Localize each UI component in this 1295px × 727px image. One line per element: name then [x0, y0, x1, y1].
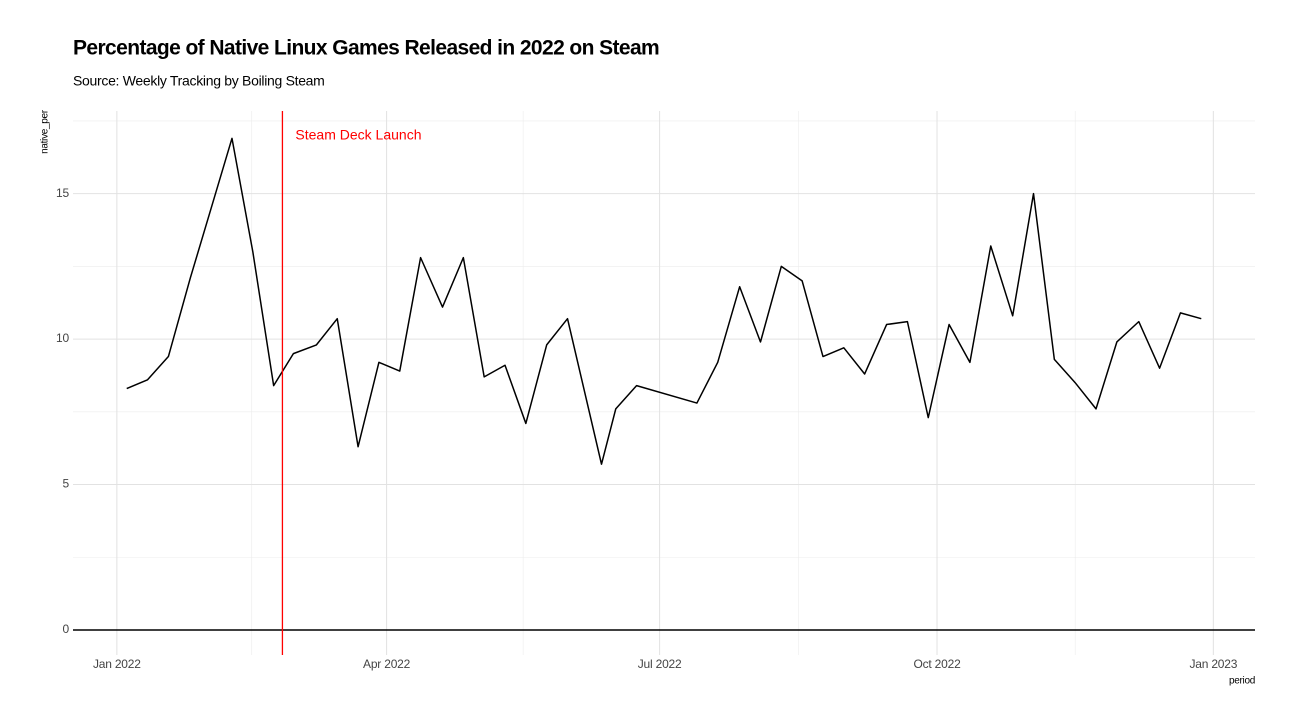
y-tick-label: 15 [56, 186, 69, 200]
data-line [126, 137, 1202, 465]
chart-subtitle: Source: Weekly Tracking by Boiling Steam [73, 73, 325, 89]
x-tick-label: Apr 2022 [363, 657, 411, 671]
y-tick-label: 10 [56, 331, 69, 345]
y-tick-label: 0 [63, 622, 70, 636]
x-tick-label: Jul 2022 [638, 657, 682, 671]
y-tick-label: 5 [63, 477, 70, 491]
chart-title: Percentage of Native Linux Games Release… [73, 37, 659, 60]
x-axis-title: period [1229, 676, 1255, 687]
x-tick-label: Jan 2022 [93, 657, 141, 671]
event-label: Steam Deck Launch [295, 127, 421, 143]
x-tick-label: Oct 2022 [913, 657, 961, 671]
x-tick-label: Jan 2023 [1189, 657, 1237, 671]
y-axis-title: native_per [40, 109, 51, 154]
